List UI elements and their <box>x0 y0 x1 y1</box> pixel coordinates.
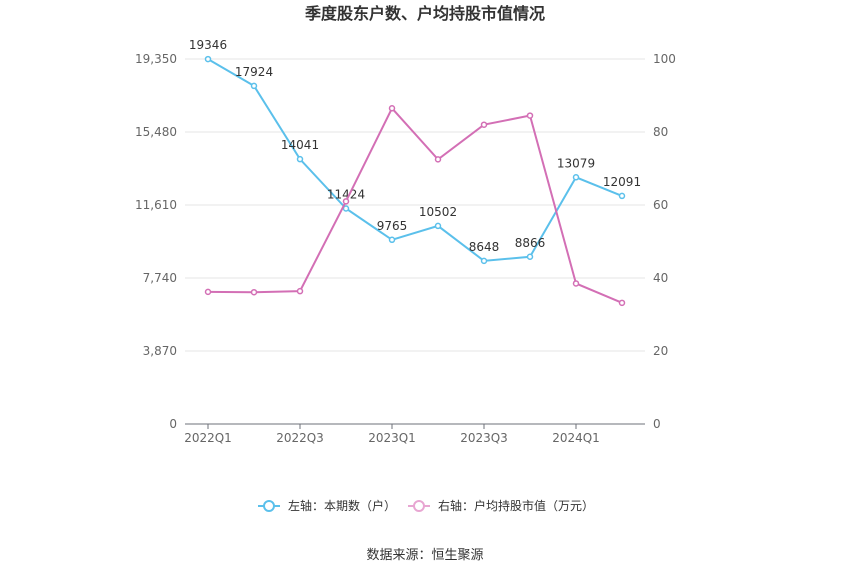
right-tick-label: 80 <box>653 125 668 139</box>
legend-marker <box>413 500 425 512</box>
data-point <box>388 236 396 244</box>
data-point <box>526 253 534 261</box>
data-label: 9765 <box>377 219 408 233</box>
x-tick-label: 2022Q3 <box>276 431 324 445</box>
data-point <box>388 105 396 112</box>
data-label: 12091 <box>603 175 641 189</box>
left-tick-label: 11,610 <box>135 198 177 212</box>
legend-marker <box>263 500 275 512</box>
left-tick-label: 7,740 <box>143 271 177 285</box>
right-axis: 0 20 40 60 80 100 <box>653 52 676 431</box>
data-label: 8648 <box>469 240 500 254</box>
data-point <box>572 280 580 287</box>
data-point <box>250 288 258 296</box>
right-tick-label: 20 <box>653 344 668 358</box>
data-label: 14041 <box>281 138 319 152</box>
x-tick-label: 2022Q1 <box>184 431 232 445</box>
data-point <box>572 174 580 181</box>
legend-label: 左轴：本期数（户） <box>288 498 396 513</box>
series-line <box>207 106 623 304</box>
left-tick-label: 15,480 <box>135 125 177 139</box>
series-1 <box>204 105 626 307</box>
grid <box>185 58 645 352</box>
right-tick-label: 40 <box>653 271 668 285</box>
data-point <box>618 192 626 200</box>
left-axis: 0 3,870 7,740 11,610 15,480 19,350 <box>135 52 177 431</box>
series-line <box>207 58 623 262</box>
data-label: 10502 <box>419 205 457 219</box>
data-point <box>480 257 488 265</box>
data-label: 17924 <box>235 65 273 79</box>
legend-item-1[interactable]: 右轴：户均持股市值（万元） <box>408 498 594 513</box>
data-label: 8866 <box>515 236 546 250</box>
data-point <box>434 222 442 230</box>
data-label: 19346 <box>189 38 227 52</box>
x-axis: 2022Q1 2022Q3 2023Q1 2023Q3 2024Q1 <box>184 423 645 445</box>
data-point <box>342 205 350 212</box>
legend[interactable]: 左轴：本期数（户） 右轴：户均持股市值（万元） <box>258 498 594 513</box>
data-point <box>480 121 488 128</box>
data-point <box>204 55 212 63</box>
data-point <box>250 82 258 90</box>
left-tick-label: 19,350 <box>135 52 177 66</box>
data-label: 11424 <box>327 188 365 202</box>
right-tick-label: 100 <box>653 52 676 66</box>
data-point <box>342 198 350 205</box>
x-tick-label: 2023Q3 <box>460 431 508 445</box>
chart-title: 季度股东户数、户均持股市值情况 <box>304 4 545 23</box>
data-point <box>434 156 442 163</box>
x-tick-label: 2024Q1 <box>552 431 600 445</box>
data-point <box>526 112 534 119</box>
x-tick-label: 2023Q1 <box>368 431 416 445</box>
series-layer: 19346 17924 14041 11424 9765 10502 8648 8866 130… <box>189 38 641 307</box>
data-point <box>296 155 304 163</box>
data-point <box>618 299 626 307</box>
left-tick-label: 0 <box>169 417 177 431</box>
right-tick-label: 60 <box>653 198 668 212</box>
data-point <box>296 287 304 295</box>
series-0: 19346 17924 14041 11424 9765 10502 8648 8866 130… <box>189 38 641 265</box>
right-tick-label: 0 <box>653 417 661 431</box>
data-source: 数据来源：恒生聚源 <box>366 548 483 563</box>
left-tick-label: 3,870 <box>143 344 177 358</box>
legend-item-0[interactable]: 左轴：本期数（户） <box>258 498 396 513</box>
data-point <box>204 288 212 296</box>
legend-label: 右轴：户均持股市值（万元） <box>438 498 594 513</box>
data-label: 13079 <box>557 156 595 170</box>
